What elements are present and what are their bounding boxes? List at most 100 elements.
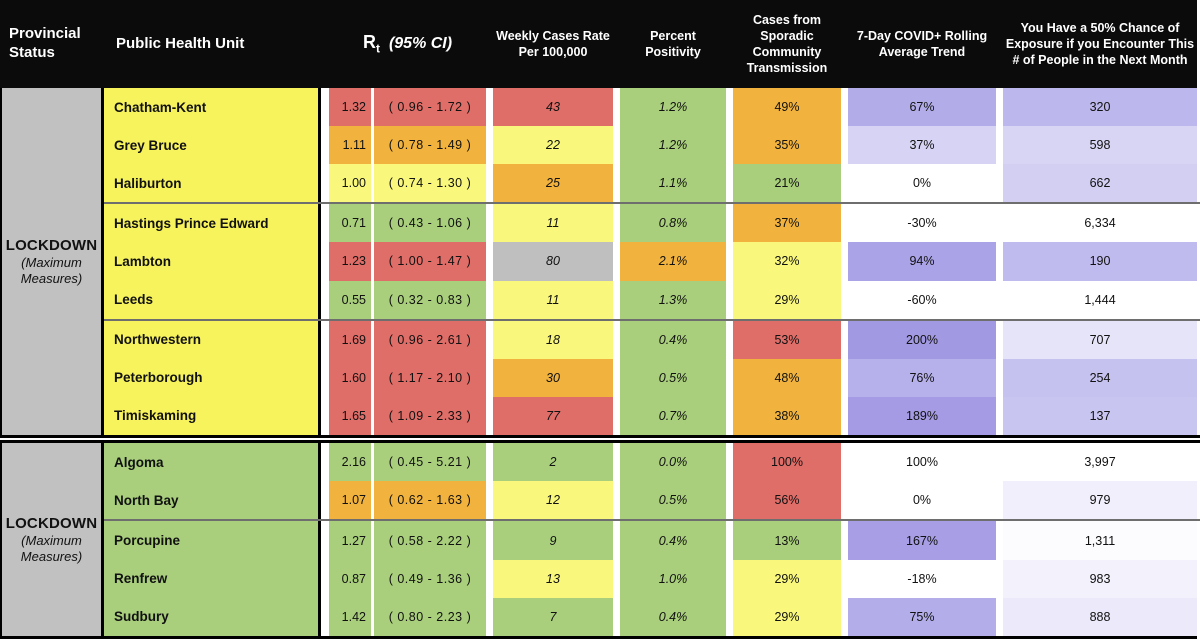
- table-row: Peterborough 1.60( 1.17 - 2.10 ) 30 0.5% 48%…: [104, 358, 1200, 397]
- table-body: LOCKDOWN (Maximum Measures) Chatham-Kent 1.…: [0, 88, 1200, 637]
- percent-positivity-cell: 0.0%: [620, 443, 726, 482]
- rt-value-cell: 1.27: [329, 521, 371, 560]
- rt-value-cell: 1.00: [329, 164, 371, 203]
- phu-name-cell: Haliburton: [104, 164, 321, 203]
- phu-name-cell: North Bay: [104, 481, 321, 520]
- rt-confidence-interval-cell: ( 0.49 - 1.36 ): [374, 559, 486, 598]
- status-sublabel: (Maximum Measures): [20, 254, 83, 286]
- sporadic-transmission-cell: 29%: [733, 559, 841, 598]
- rolling-average-trend-cell: 200%: [848, 320, 996, 359]
- sporadic-transmission-cell: 32%: [733, 242, 841, 281]
- rt-confidence-interval-cell: ( 0.43 - 1.06 ): [374, 204, 486, 243]
- rt-confidence-interval-cell: ( 0.58 - 2.22 ): [374, 521, 486, 560]
- exposure-people-count-cell: 137: [1003, 396, 1197, 435]
- table-row: Porcupine 1.27( 0.58 - 2.22 ) 9 0.4% 13% 167%…: [104, 521, 1200, 560]
- weekly-cases-rate-cell: 77: [493, 396, 613, 435]
- phu-name-cell: Renfrew: [104, 559, 321, 598]
- rolling-average-trend-cell: 189%: [848, 396, 996, 435]
- rt-value-cell: 1.69: [329, 320, 371, 359]
- percent-positivity-cell: 0.4%: [620, 320, 726, 359]
- rt-confidence-interval-cell: ( 0.78 - 1.49 ): [374, 126, 486, 165]
- table-row: Hastings Prince Edward 0.71( 0.43 - 1.06 …: [104, 204, 1200, 243]
- sporadic-transmission-cell: 29%: [733, 597, 841, 637]
- table-row: Leeds 0.55( 0.32 - 0.83 ) 11 1.3% 29% -60% 1,4…: [104, 280, 1200, 321]
- rt-confidence-interval-cell: ( 1.17 - 2.10 ): [374, 358, 486, 397]
- sporadic-transmission-cell: 48%: [733, 358, 841, 397]
- rt-confidence-interval-cell: ( 0.32 - 0.83 ): [374, 280, 486, 319]
- rt-value-cell: 1.60: [329, 358, 371, 397]
- sporadic-transmission-cell: 38%: [733, 396, 841, 435]
- rolling-average-trend-cell: 0%: [848, 164, 996, 203]
- rolling-average-trend-cell: -18%: [848, 559, 996, 598]
- percent-positivity-cell: 0.5%: [620, 481, 726, 520]
- rt-confidence-interval-cell: ( 0.74 - 1.30 ): [374, 164, 486, 203]
- exposure-people-count-cell: 983: [1003, 559, 1197, 598]
- weekly-cases-rate-cell: 25: [493, 164, 613, 203]
- exposure-people-count-cell: 598: [1003, 126, 1197, 165]
- percent-positivity-cell: 0.4%: [620, 521, 726, 560]
- rolling-average-trend-cell: 94%: [848, 242, 996, 281]
- exposure-people-count-cell: 320: [1003, 88, 1197, 127]
- table-row: Sudbury 1.42( 0.80 - 2.23 ) 7 0.4% 29% 75% 888: [104, 597, 1200, 637]
- phu-name-cell: Sudbury: [104, 597, 321, 637]
- sporadic-transmission-cell: 53%: [733, 320, 841, 359]
- weekly-cases-rate-cell: 7: [493, 597, 613, 637]
- phu-name-cell: Timiskaming: [104, 396, 321, 435]
- percent-positivity-cell: 0.7%: [620, 396, 726, 435]
- percent-positivity-cell: 0.8%: [620, 204, 726, 243]
- weekly-cases-rate-cell: 18: [493, 320, 613, 359]
- percent-positivity-cell: 0.4%: [620, 597, 726, 637]
- rt-confidence-interval-cell: ( 0.80 - 2.23 ): [374, 597, 486, 637]
- exposure-people-count-cell: 1,311: [1003, 521, 1197, 560]
- status-group: LOCKDOWN (Maximum Measures) Algoma 2.16( 0.…: [0, 443, 1200, 637]
- status-label: LOCKDOWN: [5, 236, 98, 254]
- col-header-exposure-chance: You Have a 50% Chance of Exposure if you…: [1005, 20, 1195, 68]
- rt-ci-note: (95% CI): [388, 34, 453, 52]
- percent-positivity-cell: 1.2%: [620, 126, 726, 165]
- exposure-people-count-cell: 254: [1003, 358, 1197, 397]
- phu-name-cell: Northwestern: [104, 320, 321, 359]
- rt-value-cell: 0.71: [329, 204, 371, 243]
- col-header-provincial-status: Provincial Status: [9, 25, 81, 61]
- sporadic-transmission-cell: 29%: [733, 280, 841, 319]
- rolling-average-trend-cell: 76%: [848, 358, 996, 397]
- status-group: LOCKDOWN (Maximum Measures) Chatham-Kent 1.…: [0, 88, 1200, 435]
- rt-confidence-interval-cell: ( 0.96 - 1.72 ): [374, 88, 486, 127]
- sporadic-transmission-cell: 35%: [733, 126, 841, 165]
- rt-value-cell: 0.87: [329, 559, 371, 598]
- table-row: Haliburton 1.00( 0.74 - 1.30 ) 25 1.1% 21% 0%…: [104, 164, 1200, 205]
- col-header-percent-positivity: Percent Positivity: [645, 28, 701, 59]
- rt-confidence-interval-cell: ( 0.62 - 1.63 ): [374, 481, 486, 520]
- col-header-public-health-unit: Public Health Unit: [116, 35, 245, 53]
- status-sublabel: (Maximum Measures): [20, 532, 83, 564]
- sporadic-transmission-cell: 56%: [733, 481, 841, 520]
- weekly-cases-rate-cell: 9: [493, 521, 613, 560]
- percent-positivity-cell: 0.5%: [620, 358, 726, 397]
- weekly-cases-rate-cell: 22: [493, 126, 613, 165]
- exposure-people-count-cell: 707: [1003, 320, 1197, 359]
- table-row: Grey Bruce 1.11( 0.78 - 1.49 ) 22 1.2% 35% 37…: [104, 126, 1200, 165]
- percent-positivity-cell: 1.2%: [620, 88, 726, 127]
- weekly-cases-rate-cell: 30: [493, 358, 613, 397]
- rolling-average-trend-cell: -30%: [848, 204, 996, 243]
- sporadic-transmission-cell: 100%: [733, 443, 841, 482]
- phu-name-cell: Porcupine: [104, 521, 321, 560]
- sporadic-transmission-cell: 21%: [733, 164, 841, 203]
- rt-confidence-interval-cell: ( 0.96 - 2.61 ): [374, 320, 486, 359]
- exposure-people-count-cell: 3,997: [1003, 443, 1197, 482]
- provincial-status-cell: LOCKDOWN (Maximum Measures): [0, 88, 104, 435]
- rolling-average-trend-cell: 37%: [848, 126, 996, 165]
- rt-value-cell: 1.42: [329, 597, 371, 637]
- table-row: Algoma 2.16( 0.45 - 5.21 ) 2 0.0% 100% 100% 3,…: [104, 443, 1200, 482]
- rolling-average-trend-cell: 167%: [848, 521, 996, 560]
- col-header-weekly-cases: Weekly Cases Rate Per 100,000: [496, 28, 610, 59]
- table-row: Northwestern 1.69( 0.96 - 2.61 ) 18 0.4% 53%…: [104, 320, 1200, 359]
- percent-positivity-cell: 1.0%: [620, 559, 726, 598]
- rt-value-cell: 1.23: [329, 242, 371, 281]
- table-row: Timiskaming 1.65( 1.09 - 2.33 ) 77 0.7% 38% 1…: [104, 396, 1200, 435]
- phu-name-cell: Grey Bruce: [104, 126, 321, 165]
- weekly-cases-rate-cell: 12: [493, 481, 613, 520]
- exposure-people-count-cell: 1,444: [1003, 280, 1197, 319]
- phu-name-cell: Hastings Prince Edward: [104, 204, 321, 243]
- exposure-people-count-cell: 190: [1003, 242, 1197, 281]
